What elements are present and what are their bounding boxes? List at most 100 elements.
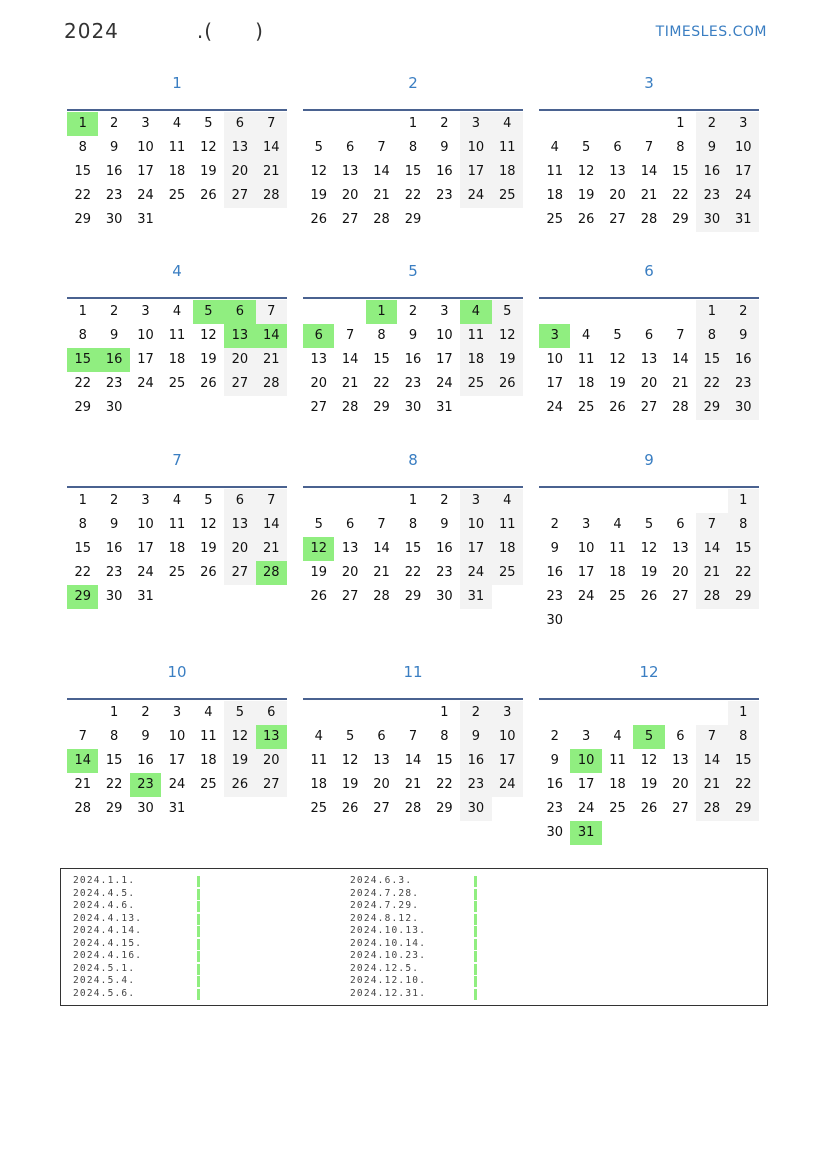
day-cell: 18 [310,777,327,792]
day-cell: 26 [200,188,217,203]
holiday-day-cell: 23 [129,773,162,797]
day-cell: 22 [404,565,422,580]
day-cell: 10 [577,541,595,556]
day-cell: 13 [224,136,256,160]
holiday-color-marker [197,988,200,1000]
day-cell: 21 [255,348,287,372]
day-cell: 22 [373,376,390,391]
day-cell: 2 [550,517,559,532]
empty-cell [665,300,696,324]
month-7: 7 1 2 3 4 5 6 7 8 9 10 11 12 13 14 15 16 17 18 19 20 21 22 23 24… [67,452,287,609]
day-cell: 27 [224,372,256,396]
legend-item: 2024.10.23. [350,950,477,963]
day-cell: 3 [581,517,591,532]
empty-cell [633,300,664,324]
day-cell: 30 [105,589,123,604]
day-cell: 5 [345,729,355,744]
day-cell: 3 [141,493,150,508]
day-cell: 11 [577,352,595,367]
legend-date: 2024.6.3. [350,875,413,886]
day-cell: 19 [310,188,327,203]
legend-item: 2024.5.1. [73,963,200,976]
day-grid: 1 2 3 4 5 6 7 8 9 10 11 12 13 14 15 16 17 18 19 20 21 22 23 24 2… [539,701,759,845]
day-cell: 11 [168,140,186,155]
day-cell: 14 [672,352,689,367]
holiday-day-cell: 6 [303,324,335,348]
day-cell: 11 [546,164,563,179]
day-cell: 24 [577,801,595,816]
holiday-day-cell: 5 [633,725,665,749]
day-cell: 2 [550,729,559,744]
day-cell: 11 [168,517,186,532]
legend-column-left: 2024.1.1. 2024.4.5. 2024.4.6. 2024.4.13. 202… [73,875,200,1000]
day-cell: 8 [408,140,418,155]
month-5: 5 1 2 3 4 5 6 7 8 9 10 11 12 13 14 15 16 17 18 19 20 21 22 23 24… [303,263,523,420]
month-9: 9 1 2 3 4 5 6 7 8 9 10 11 12 13 14 15 16 17 18 19 20 21 22 23 24… [539,452,759,633]
day-cell: 3 [491,701,523,725]
day-cell: 10 [491,725,523,749]
day-cell: 7 [696,513,728,537]
day-cell: 18 [460,348,492,372]
day-cell: 7 [377,140,386,155]
day-cell: 2 [440,493,449,508]
day-cell: 26 [310,589,327,604]
legend-date: 2024.10.23. [350,950,427,961]
month-divider [303,297,523,299]
day-cell: 4 [204,705,213,720]
day-cell: 23 [727,372,759,396]
day-cell: 7 [408,729,418,744]
day-cell: 22 [696,372,728,396]
day-cell: 23 [105,188,123,203]
day-cell: 5 [224,701,256,725]
day-cell: 8 [676,140,685,155]
legend-item: 2024.4.5. [73,888,200,901]
day-cell: 10 [137,517,154,532]
day-cell: 28 [74,801,91,816]
day-cell: 29 [727,797,759,821]
day-cell: 28 [696,797,728,821]
holiday-day-cell: 4 [460,300,492,324]
day-cell: 15 [436,753,453,768]
day-cell: 23 [105,565,123,580]
day-cell: 12 [640,753,658,768]
day-cell: 15 [696,348,728,372]
empty-cell [602,300,633,324]
day-cell: 4 [550,140,559,155]
day-cell: 15 [727,537,759,561]
day-cell: 13 [373,753,390,768]
day-cell: 9 [727,324,759,348]
day-cell: 16 [546,565,563,580]
day-cell: 22 [74,376,91,391]
day-cell: 1 [408,493,418,508]
empty-cell [539,701,570,725]
day-cell: 9 [109,517,119,532]
day-cell: 16 [436,541,453,556]
day-cell: 27 [609,212,626,227]
day-cell: 29 [404,589,422,604]
day-cell: 25 [546,212,563,227]
legend-item: 2024.4.13. [73,913,200,926]
day-cell: 31 [436,400,453,415]
legend-item: 2024.7.29. [350,900,477,913]
day-cell: 20 [224,537,256,561]
holiday-color-marker [474,876,477,887]
month-title: 4 [172,262,182,280]
day-cell: 17 [436,352,453,367]
day-cell: 29 [672,212,689,227]
legend-date: 2024.7.28. [350,887,420,899]
day-grid: 1 2 3 4 5 6 7 8 9 10 11 12 13 14 15 16 17 18 19 20 21 22 23 24 2… [303,489,523,609]
day-cell: 2 [109,116,119,131]
day-cell: 29 [436,801,453,816]
holiday-color-marker [197,951,200,962]
day-cell: 21 [255,160,287,184]
day-cell: 25 [577,400,595,415]
day-cell: 2 [109,304,119,319]
month-title: 2 [408,74,418,92]
day-cell: 11 [609,541,626,556]
month-title: 8 [408,451,418,469]
site-logo[interactable]: TIMESLES.COM [655,24,767,40]
day-cell: 4 [172,493,182,508]
day-cell: 14 [341,352,359,367]
day-cell: 17 [168,753,186,768]
legend-date: 2024.4.16. [73,950,143,961]
